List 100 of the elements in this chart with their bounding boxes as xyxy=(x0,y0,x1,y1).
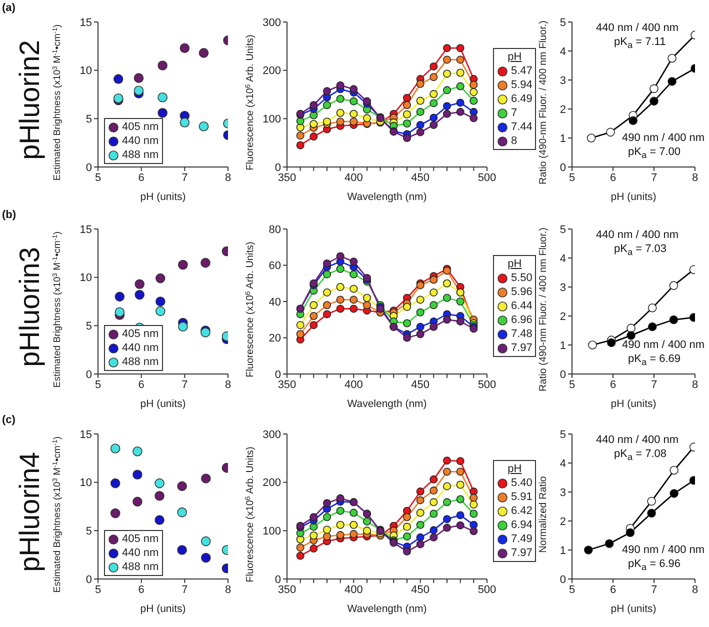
y-tick-label: 3 xyxy=(560,282,566,294)
annotation: pK$_{a}$ = 7.11 xyxy=(614,36,666,50)
annotation: pK$_{a}$ = 6.96 xyxy=(628,558,681,572)
y-tick-label: 0 xyxy=(274,162,281,174)
y-tick-label: 0 xyxy=(560,574,566,586)
x-tick-label: 5 xyxy=(568,172,576,184)
y-tick-label: 200 xyxy=(262,65,281,78)
x-axis-title: pH (units) xyxy=(140,603,186,615)
legend-label: 7.48 xyxy=(511,327,532,341)
y-tick-label: 10 xyxy=(80,65,92,78)
y-tick-label: 100 xyxy=(262,114,281,126)
annotation: pK$_{a}$ = 7.08 xyxy=(614,448,667,462)
y-tick-label: 15 xyxy=(80,16,92,29)
legend-label: 7.49 xyxy=(511,532,532,546)
text: pHluorin2 xyxy=(14,40,46,160)
legend-label: 6.94 xyxy=(511,518,532,532)
legend-label: 7.44 xyxy=(511,120,532,134)
y-axis-title: Ratio (490-nm Fluor. / 400 nm Fluor.) xyxy=(538,228,549,392)
y-tick-label: 4 xyxy=(560,252,566,265)
x-tick-label: 6 xyxy=(138,172,144,184)
y-tick-label: 40 xyxy=(268,296,281,308)
x-tick-label: 6 xyxy=(138,584,144,596)
y-tick-label: 5 xyxy=(86,526,92,538)
x-tick-label: 6 xyxy=(610,172,616,184)
legend-label: 7.97 xyxy=(511,341,532,355)
annotation: 440 nm / 400 nm xyxy=(596,22,679,34)
y-axis-title: Ratio (490-nm Fluor. / 400 nm Fluor.) xyxy=(538,20,549,184)
y-tick-label: 0 xyxy=(560,368,566,381)
x-axis-title: pH (units) xyxy=(610,603,656,615)
x-tick-label: 8 xyxy=(692,584,698,596)
y-tick-label: 5 xyxy=(86,114,92,126)
y-tick-label: 3 xyxy=(560,74,566,87)
x-tick-label: 500 xyxy=(478,378,496,391)
legend-label: 405 nm xyxy=(122,532,159,546)
annotation: 490 nm / 400 nm xyxy=(622,544,705,556)
y-tick-label: 0 xyxy=(274,574,281,586)
x-axis-title: Wavelength (nm) xyxy=(347,398,427,410)
x-tick-label: 450 xyxy=(411,378,430,391)
legend-label: 488 nm xyxy=(122,148,159,162)
legend-title: pH xyxy=(506,462,523,476)
legend-label: 440 nm xyxy=(122,546,159,560)
y-tick-label: 300 xyxy=(262,428,281,441)
annotation: pK$_{a}$ = 6.69 xyxy=(628,353,681,368)
y-tick-label: 0 xyxy=(560,162,566,174)
text: (a) xyxy=(2,2,16,14)
x-axis-title: pH (units) xyxy=(610,398,656,410)
legend-label: 5.91 xyxy=(511,490,532,504)
x-tick-label: 5 xyxy=(94,378,102,391)
x-tick-label: 350 xyxy=(278,584,296,596)
annotation: pK$_{a}$ = 7.03 xyxy=(614,243,667,258)
annotation: 490 nm / 400 nm xyxy=(622,132,705,144)
annotation: 440 nm / 400 nm xyxy=(596,229,679,241)
y-tick-label: 15 xyxy=(80,224,92,236)
legend-label: 488 nm xyxy=(122,560,159,574)
legend-title: pH xyxy=(506,257,523,271)
legend-label: 488 nm xyxy=(122,355,159,369)
legend-label: 5.50 xyxy=(511,271,532,285)
x-tick-label: 7 xyxy=(182,172,188,184)
text: (c) xyxy=(2,414,16,426)
x-axis-title: pH (units) xyxy=(140,191,186,203)
y-tick-label: 5 xyxy=(560,16,566,29)
x-tick-label: 450 xyxy=(411,584,430,596)
legend-label: 6.49 xyxy=(511,92,532,106)
annotation: 490 nm / 400 nm xyxy=(622,339,705,351)
legend-label: 6.96 xyxy=(511,313,532,327)
legend-label: 5.94 xyxy=(511,78,532,92)
legend-label: 8 xyxy=(511,134,518,148)
x-axis-title: Wavelength (nm) xyxy=(347,191,427,203)
y-tick-label: 10 xyxy=(80,272,92,284)
x-tick-label: 5 xyxy=(568,584,576,596)
legend-label: 7 xyxy=(511,106,518,120)
y-tick-label: 0 xyxy=(86,162,92,174)
y-tick-label: 5 xyxy=(560,224,566,236)
legend-title: pH xyxy=(506,50,523,64)
x-tick-label: 400 xyxy=(344,172,363,184)
x-tick-label: 5 xyxy=(94,584,102,596)
y-tick-label: 300 xyxy=(262,16,281,29)
x-tick-label: 400 xyxy=(344,584,363,596)
legend-label: 440 nm xyxy=(122,134,159,148)
text: pHluorin4 xyxy=(14,452,46,572)
text: pHluorin3 xyxy=(14,247,46,367)
y-tick-label: 0 xyxy=(86,368,92,381)
x-tick-label: 7 xyxy=(650,584,658,596)
y-tick-label: 2 xyxy=(560,310,566,323)
x-tick-label: 8 xyxy=(692,378,698,391)
y-tick-label: 5 xyxy=(560,428,566,441)
x-tick-label: 7 xyxy=(182,584,188,596)
x-tick-label: 5 xyxy=(568,378,576,391)
y-tick-label: 3 xyxy=(560,486,566,499)
x-tick-label: 6 xyxy=(610,584,616,596)
legend-label: 6.44 xyxy=(511,299,532,313)
x-tick-label: 7 xyxy=(650,172,658,184)
x-tick-label: 8 xyxy=(224,378,232,391)
y-tick-label: 10 xyxy=(80,477,92,490)
x-tick-label: 7 xyxy=(182,378,188,391)
x-tick-label: 8 xyxy=(224,172,232,184)
y-tick-label: 100 xyxy=(262,526,281,538)
legend-label: 5.40 xyxy=(511,476,532,490)
x-tick-label: 8 xyxy=(692,172,698,184)
x-axis-title: pH (units) xyxy=(610,191,656,203)
